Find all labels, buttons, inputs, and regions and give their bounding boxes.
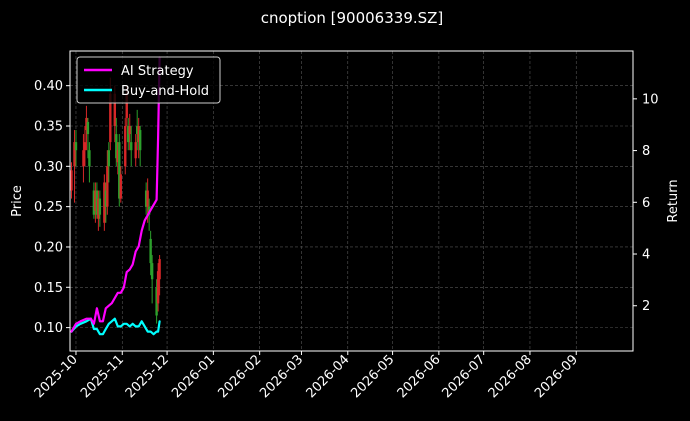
candle-body (104, 190, 108, 207)
candle-body (156, 271, 160, 304)
candle-body (73, 142, 76, 167)
candle-body (127, 126, 130, 143)
y-right-tick-label: 2 (642, 299, 650, 314)
candle-body (155, 287, 158, 316)
legend-label-buy-and-hold: Buy-and-Hold (121, 84, 209, 99)
line-buy-and-hold (70, 317, 161, 336)
candles (70, 77, 161, 324)
y-right-tick-label: 6 (642, 196, 650, 211)
candle-body (130, 142, 133, 151)
candle-body (118, 142, 121, 199)
candle-body (109, 93, 112, 143)
candle-body (115, 134, 118, 159)
candle-body (124, 126, 127, 167)
legend-box (76, 56, 221, 104)
chart-title: cnoption [90006339.SZ] (261, 9, 444, 27)
y-right-tick-label: 10 (642, 92, 659, 107)
candle-body (98, 198, 102, 215)
candle-body (116, 150, 119, 163)
candle-body (103, 182, 106, 223)
y-left-tick-label: 0.20 (34, 240, 63, 255)
y-axis-right: 2 4 6 8 10 (633, 92, 659, 314)
candle-body (107, 150, 111, 167)
candle-body (92, 190, 96, 215)
candle-body (128, 126, 131, 135)
y-left-tick-label: 0.35 (34, 120, 63, 135)
y-axis-right-label: Return (666, 179, 681, 222)
candle-body (95, 190, 99, 215)
series-lines (70, 56, 161, 336)
y-left-tick-label: 0.30 (34, 160, 63, 175)
candle-body (83, 142, 87, 151)
legend-label-ai-strategy: AI Strategy (121, 64, 194, 79)
candle-body (137, 126, 140, 143)
y-left-tick-label: 0.10 (34, 321, 63, 336)
y-axis-left: 0.10 0.15 0.20 0.25 0.30 0.35 0.40 (34, 79, 70, 336)
y-left-tick-label: 0.15 (34, 281, 63, 296)
y-left-tick-label: 0.25 (34, 200, 63, 215)
legend: AI Strategy Buy-and-Hold (76, 56, 221, 104)
candle-body (82, 150, 85, 167)
candle-body (134, 142, 137, 159)
line-ai-strategy (70, 56, 161, 333)
candle-body (86, 121, 90, 135)
y-axis-left-label: Price (10, 185, 25, 217)
candle-body (150, 263, 154, 280)
candle-body (125, 93, 128, 118)
candle-body (97, 198, 100, 219)
candle-body (74, 142, 78, 151)
candle-body (106, 166, 109, 207)
candle-body (146, 190, 149, 207)
candle-body (144, 190, 148, 207)
y-left-tick-label: 0.40 (34, 79, 63, 94)
candle-body (113, 93, 117, 126)
candle-body (119, 174, 122, 199)
candle-body (85, 117, 88, 131)
y-right-tick-label: 4 (642, 248, 650, 263)
candle-body (88, 150, 91, 167)
candle-body (158, 259, 161, 280)
plot-frame (69, 50, 634, 352)
y-right-tick-label: 8 (642, 144, 650, 159)
candle-body (138, 130, 142, 151)
candle-body (149, 238, 152, 264)
candle-body (136, 126, 139, 135)
candle-body (70, 170, 73, 191)
candle-body (94, 190, 97, 211)
